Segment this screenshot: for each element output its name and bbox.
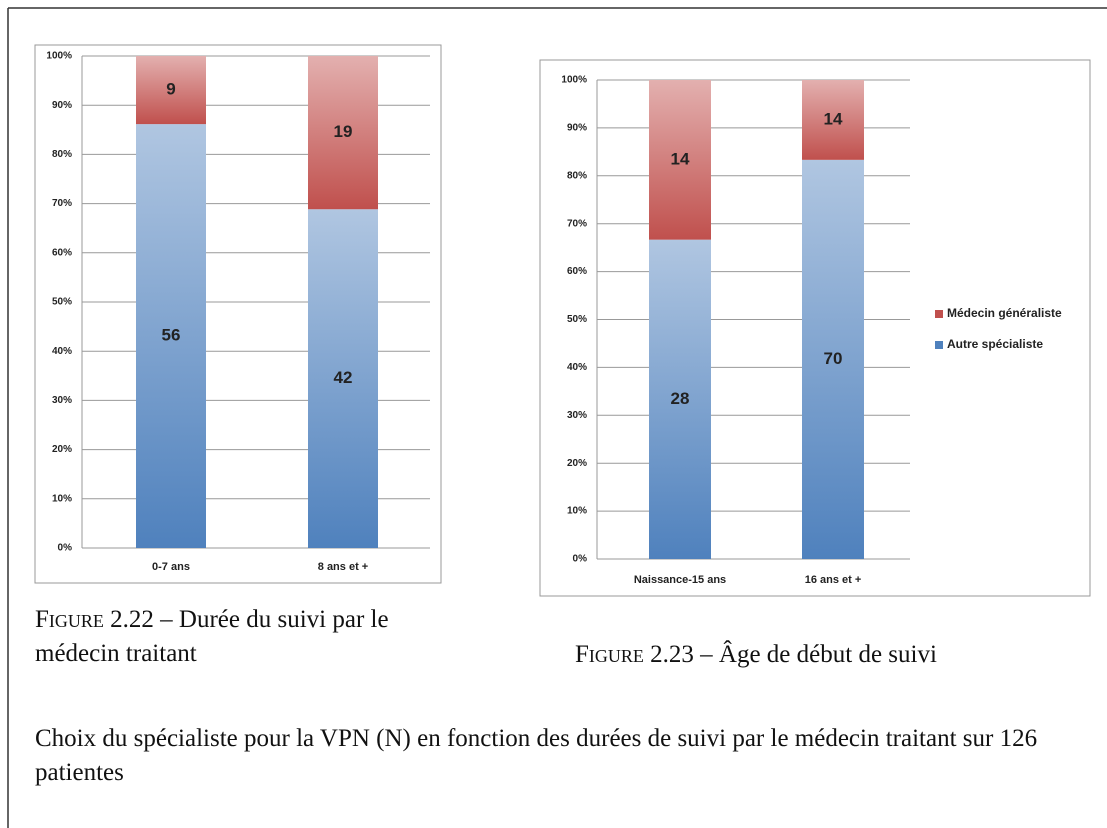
caption: Figure 2.22 – Durée du suivi par le méde… — [35, 603, 455, 671]
bar-segment — [308, 56, 378, 210]
x-tick-label: 16 ans et + — [805, 574, 862, 586]
data-label: 28 — [671, 389, 690, 408]
y-tick-label: 100% — [46, 51, 72, 62]
bar-segment — [136, 124, 206, 548]
data-label: 19 — [334, 122, 353, 141]
y-tick-label: 10% — [567, 506, 587, 517]
bar-segment — [802, 80, 864, 160]
data-label: 14 — [671, 149, 690, 168]
legend-label: Médecin généraliste — [947, 306, 1062, 320]
y-tick-label: 50% — [52, 297, 72, 308]
y-tick-label: 70% — [567, 218, 587, 229]
y-tick-label: 0% — [58, 543, 73, 554]
y-tick-label: 40% — [567, 362, 587, 373]
caption-text: – Âge de début de suivi — [700, 641, 937, 668]
y-tick-label: 0% — [573, 554, 588, 565]
y-tick-label: 30% — [52, 395, 72, 406]
caption-label: Figure 2.22 — [35, 606, 154, 633]
y-tick-label: 90% — [52, 100, 72, 111]
paragraph: Choix du spécialiste pour la VPN (N) en … — [35, 725, 1038, 786]
chart-frame — [34, 44, 442, 584]
caption-label: Figure 2.23 — [575, 641, 694, 668]
y-tick-label: 100% — [561, 75, 587, 86]
y-tick-label: 10% — [52, 493, 72, 504]
caption: Figure 2.23 – Âge de début de suivi — [575, 638, 1095, 672]
bar-segment — [649, 239, 711, 559]
y-tick-label: 60% — [567, 266, 587, 277]
x-tick-label: 0-7 ans — [152, 561, 190, 573]
y-tick-label: 20% — [567, 458, 587, 469]
data-label: 56 — [162, 326, 181, 345]
y-tick-label: 90% — [567, 123, 587, 134]
x-tick-label: 8 ans et + — [318, 561, 368, 573]
x-tick-label: Naissance-15 ans — [634, 574, 726, 586]
y-tick-label: 70% — [52, 198, 72, 209]
data-label: 9 — [166, 80, 175, 99]
bar-segment — [136, 56, 206, 125]
data-label: 70 — [824, 349, 843, 368]
legend-label: Autre spécialiste — [947, 337, 1043, 351]
legend-swatch — [935, 310, 943, 318]
data-label: 42 — [334, 368, 353, 387]
data-label: 14 — [824, 109, 843, 128]
y-tick-label: 60% — [52, 247, 72, 258]
caption-text: – Durée du suivi par le médecin traitant — [35, 606, 389, 667]
y-tick-label: 30% — [567, 410, 587, 421]
y-tick-label: 80% — [567, 170, 587, 181]
y-tick-label: 80% — [52, 149, 72, 160]
bar-segment — [308, 209, 378, 548]
bar-segment — [802, 159, 864, 560]
legend-swatch — [935, 341, 943, 349]
bar-segment — [649, 80, 711, 240]
y-tick-label: 50% — [567, 314, 587, 325]
y-tick-label: 40% — [52, 346, 72, 357]
y-tick-label: 20% — [52, 444, 72, 455]
